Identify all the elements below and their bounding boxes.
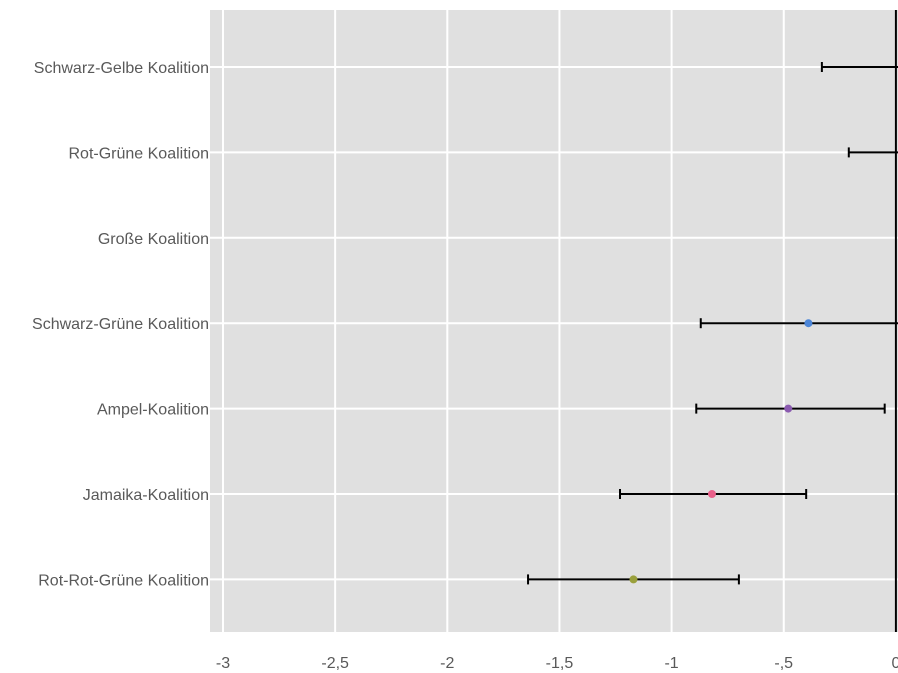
x-tick-label: -1 [664, 655, 678, 672]
point-estimate [804, 319, 813, 328]
category-label: Jamaika-Koalition [83, 487, 209, 504]
category-label: Große Koalition [98, 231, 209, 248]
plot-background [210, 10, 898, 632]
point-estimates [629, 319, 813, 584]
category-label: Rot-Grüne Koalition [68, 145, 209, 162]
point-estimate [629, 575, 638, 584]
x-tick-label: -2,5 [321, 655, 349, 672]
category-label: Schwarz-Grüne Koalition [32, 316, 209, 333]
category-label: Rot-Rot-Grüne Koalition [38, 572, 209, 589]
category-label: Ampel-Koalition [97, 402, 209, 419]
x-tick-label: -1,5 [546, 655, 574, 672]
x-tick-label: 0 [891, 655, 898, 672]
category-labels: Schwarz-Gelbe Koalition Rot-Grüne Koaliti… [32, 60, 209, 589]
error-bar [820, 62, 898, 72]
category-label: Schwarz-Gelbe Koalition [34, 60, 209, 77]
point-estimate [707, 490, 716, 498]
point-estimate [784, 404, 793, 413]
x-axis-tick-labels: -3-2,5-2-1,5-1-,50,511,522,53 [216, 655, 898, 672]
x-tick-label: -,5 [774, 655, 793, 672]
x-tick-label: -3 [216, 655, 230, 672]
error-bar [847, 147, 898, 158]
x-tick-label: -2 [440, 655, 454, 672]
